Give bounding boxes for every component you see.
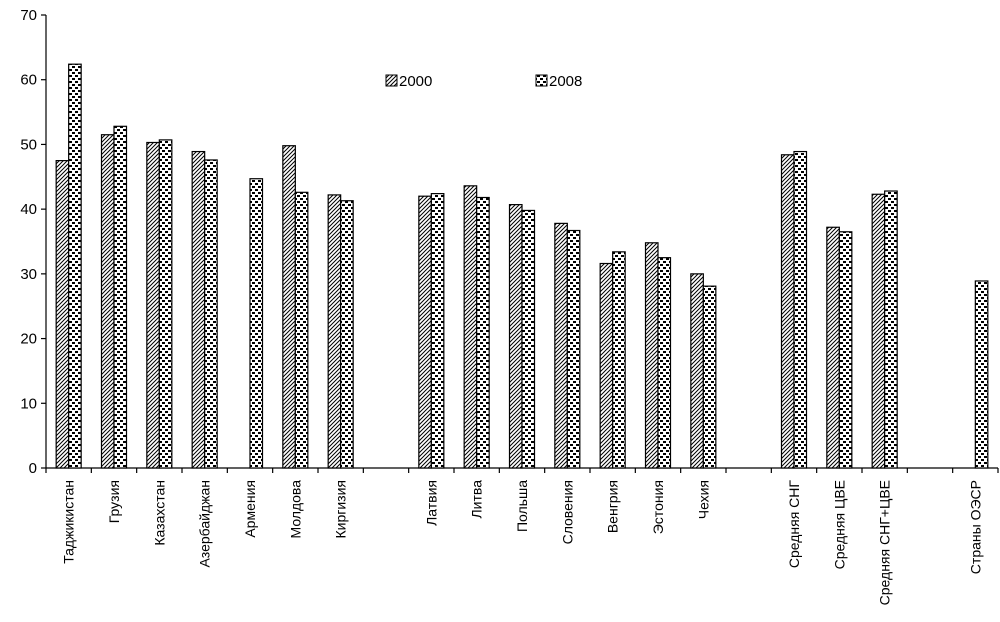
x-category-label: Азербайджан — [197, 480, 213, 568]
x-category-label: Латвия — [423, 480, 439, 526]
y-tick-label: 20 — [20, 331, 37, 348]
bar-2008-20 — [974, 280, 989, 469]
bar-2000-6 — [327, 194, 342, 469]
bar-2000-5 — [282, 145, 296, 469]
x-category-label: Средняя ЦВЕ — [831, 480, 847, 569]
legend-swatch-2008 — [535, 74, 548, 87]
bar-2000-16 — [780, 154, 795, 469]
x-category-label: Таджикистан — [61, 480, 77, 564]
x-category-label: Средняя СНГ — [786, 480, 802, 569]
x-category-label: Венгрия — [605, 480, 621, 533]
legend-swatch-2000 — [385, 74, 398, 87]
bar-2000-13 — [644, 242, 659, 469]
legend-label-2008: 2008 — [549, 73, 582, 90]
bar-2008-17 — [838, 231, 853, 469]
legend: 2000 2008 — [385, 73, 582, 90]
y-tick-label: 0 — [29, 460, 37, 477]
bar-2008-11 — [566, 229, 581, 469]
bar-2000-8 — [418, 195, 432, 469]
x-category-label: Казахстан — [151, 480, 167, 546]
bar-2008-16 — [793, 150, 808, 469]
bar-2000-17 — [826, 226, 840, 469]
bar-2008-12 — [612, 251, 626, 469]
bar-2008-5 — [294, 191, 309, 469]
bar-2000-1 — [100, 134, 115, 469]
x-category-label: Страны ОЭСР — [967, 480, 983, 574]
bar-2008-6 — [340, 200, 354, 469]
bar-2008-14 — [702, 285, 717, 469]
x-category-label: Польша — [514, 480, 530, 532]
bar-2000-11 — [554, 222, 568, 469]
x-category-label: Чехия — [695, 480, 711, 519]
bar-2000-3 — [191, 150, 206, 469]
bar-2008-3 — [204, 159, 218, 469]
bar-2000-18 — [871, 193, 886, 469]
bar-2008-18 — [884, 190, 898, 469]
bar-2008-10 — [521, 209, 536, 469]
bar-2008-13 — [657, 257, 672, 469]
bar-2008-0 — [68, 63, 82, 469]
x-category-label: Молдова — [287, 480, 303, 539]
x-category-label: Средняя СНГ+ЦВЕ — [877, 480, 893, 605]
bars — [55, 63, 989, 469]
x-axis-labels: Таджикистан Грузия Казахстан Азербайджан Арм… — [61, 480, 984, 606]
bar-2000-0 — [55, 160, 70, 469]
x-category-label: Словения — [559, 480, 575, 544]
x-category-label: Эстония — [650, 480, 666, 534]
bar-2008-4 — [249, 178, 264, 469]
bar-2000-12 — [599, 262, 614, 469]
y-tick-label: 60 — [20, 72, 37, 89]
bar-2000-9 — [463, 185, 478, 469]
y-tick-label: 40 — [20, 201, 37, 218]
x-category-label: Киргизия — [333, 480, 349, 539]
y-tick-label: 70 — [20, 7, 37, 24]
y-tick-label: 10 — [20, 395, 37, 412]
y-tick-label: 30 — [20, 266, 37, 283]
bar-2000-10 — [508, 204, 523, 469]
bar-2008-8 — [430, 193, 445, 469]
x-category-label: Литва — [469, 480, 485, 519]
x-category-label: Армения — [242, 480, 258, 538]
bar-2008-2 — [158, 139, 173, 469]
bar-2008-1 — [113, 125, 128, 469]
bar-2000-2 — [146, 141, 160, 469]
legend-label-2000: 2000 — [399, 73, 432, 90]
bar-2008-9 — [476, 196, 490, 469]
bar-2000-14 — [690, 273, 704, 469]
y-tick-label: 50 — [20, 136, 37, 153]
x-category-label: Грузия — [106, 480, 122, 523]
